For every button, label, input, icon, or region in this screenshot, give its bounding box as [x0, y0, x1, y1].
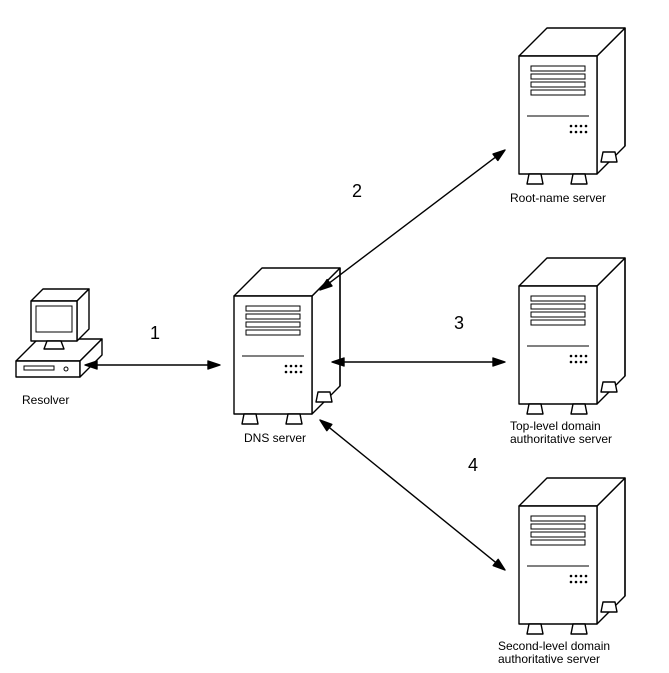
double-arrow [320, 420, 505, 570]
diagram-svg [0, 0, 669, 673]
double-arrow [320, 150, 505, 290]
server-icon [519, 258, 625, 414]
sld-label: Second-level domain authoritative server [498, 640, 610, 666]
tld-label: Top-level domain authoritative server [510, 420, 612, 446]
dns-label: DNS server [244, 432, 306, 445]
edge-2-label: 2 [352, 182, 362, 202]
root-label: Root-name server [510, 192, 606, 205]
resolver-label: Resolver [22, 394, 69, 407]
server-icon [234, 268, 340, 424]
edge-1-label: 1 [150, 324, 160, 344]
double-arrow [85, 361, 220, 369]
edge-4-label: 4 [468, 456, 478, 476]
double-arrow [332, 358, 505, 366]
edge-3-label: 3 [454, 314, 464, 334]
server-icon [519, 28, 625, 184]
dns-diagram: Resolver DNS server Root-name server Top… [0, 0, 669, 673]
server-icon [519, 478, 625, 634]
